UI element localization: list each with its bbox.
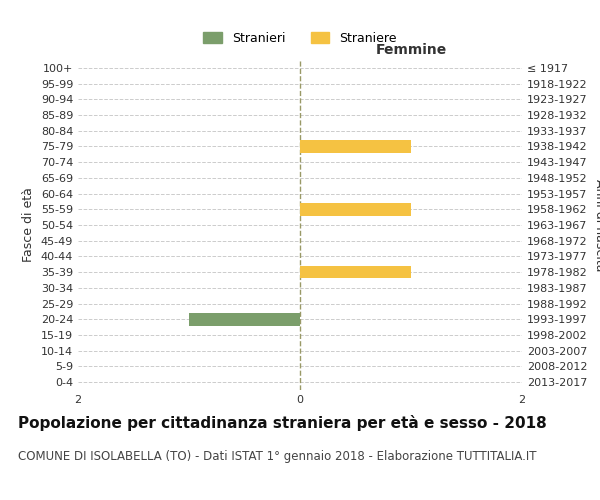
Text: COMUNE DI ISOLABELLA (TO) - Dati ISTAT 1° gennaio 2018 - Elaborazione TUTTITALIA: COMUNE DI ISOLABELLA (TO) - Dati ISTAT 1… bbox=[18, 450, 536, 463]
Y-axis label: Fasce di età: Fasce di età bbox=[22, 188, 35, 262]
Legend: Stranieri, Straniere: Stranieri, Straniere bbox=[198, 26, 402, 50]
Bar bbox=[300, 266, 411, 278]
Text: Popolazione per cittadinanza straniera per età e sesso - 2018: Popolazione per cittadinanza straniera p… bbox=[18, 415, 547, 431]
Bar bbox=[189, 313, 300, 326]
Bar bbox=[300, 140, 411, 152]
Text: Femmine: Femmine bbox=[376, 42, 446, 56]
Bar bbox=[300, 203, 411, 215]
Y-axis label: Anni di nascita: Anni di nascita bbox=[593, 179, 600, 271]
